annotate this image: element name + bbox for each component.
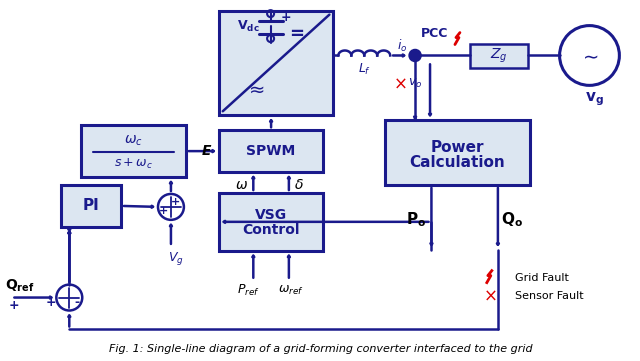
Text: $\sim$: $\sim$ <box>579 46 600 65</box>
Text: $L_f$: $L_f$ <box>358 62 371 77</box>
Text: Control: Control <box>243 223 300 237</box>
Text: $V_g$: $V_g$ <box>168 250 184 267</box>
Text: =: = <box>289 25 304 43</box>
Text: $\approx$: $\approx$ <box>245 80 266 99</box>
Text: $\mathbf{P_o}$: $\mathbf{P_o}$ <box>406 210 427 229</box>
Text: Grid Fault: Grid Fault <box>515 273 568 283</box>
Circle shape <box>410 50 420 61</box>
Bar <box>385 120 530 185</box>
Text: $Z_g$: $Z_g$ <box>490 47 508 65</box>
Text: -: - <box>75 296 80 309</box>
Text: $P_{ref}$: $P_{ref}$ <box>237 283 260 298</box>
Text: Power: Power <box>431 140 484 155</box>
Text: PCC: PCC <box>421 27 449 40</box>
Text: +: + <box>280 11 291 24</box>
Text: +: + <box>46 296 57 309</box>
Text: $\mathbf{Q_o}$: $\mathbf{Q_o}$ <box>501 210 523 229</box>
Text: PI: PI <box>83 199 100 213</box>
Text: VSG: VSG <box>255 208 287 222</box>
Text: $\delta$: $\delta$ <box>294 178 304 192</box>
Text: $\mathbf{Q_{ref}}$: $\mathbf{Q_{ref}}$ <box>4 277 35 294</box>
Text: $\omega$: $\omega$ <box>235 178 248 192</box>
Text: $i_o$: $i_o$ <box>397 38 408 53</box>
Text: Fig. 1: Single-line diagram of a grid-forming converter interfaced to the grid: Fig. 1: Single-line diagram of a grid-fo… <box>109 344 532 355</box>
Bar <box>219 130 323 172</box>
Text: $\mathbf{v_g}$: $\mathbf{v_g}$ <box>585 91 604 108</box>
Text: $\times$: $\times$ <box>394 74 407 92</box>
Bar <box>61 185 121 227</box>
Text: +: + <box>8 299 19 312</box>
Bar <box>219 11 333 115</box>
Text: $\omega_{ref}$: $\omega_{ref}$ <box>278 284 304 297</box>
Bar <box>470 44 528 69</box>
Text: $\omega_c$: $\omega_c$ <box>124 134 143 148</box>
Bar <box>219 193 323 251</box>
Text: $s+\omega_c$: $s+\omega_c$ <box>114 157 153 171</box>
Text: +: + <box>159 206 168 216</box>
Text: $\mathbf{V_{dc}}$: $\mathbf{V_{dc}}$ <box>237 19 260 34</box>
Text: E: E <box>202 144 212 158</box>
Text: Sensor Fault: Sensor Fault <box>515 291 584 301</box>
Text: +: + <box>172 197 180 207</box>
Text: $v_o$: $v_o$ <box>408 77 422 90</box>
Bar <box>81 125 186 177</box>
Text: Calculation: Calculation <box>410 155 506 170</box>
Text: $\times$: $\times$ <box>483 287 497 305</box>
Text: SPWM: SPWM <box>246 144 296 158</box>
